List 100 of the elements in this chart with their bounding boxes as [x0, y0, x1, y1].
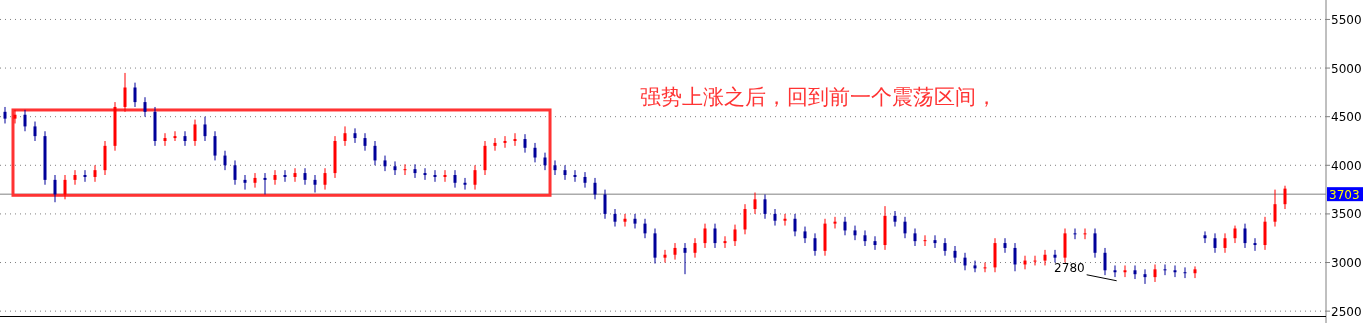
candlestick [893, 210, 897, 228]
candlestick [293, 167, 297, 183]
candlestick [383, 155, 387, 172]
candlestick [1043, 249, 1047, 266]
y-tick-label: 4500 [1331, 110, 1362, 125]
candlestick [963, 252, 967, 271]
candlestick [433, 169, 437, 183]
candlestick [863, 229, 867, 247]
candlestick [193, 119, 197, 147]
candlestick [633, 213, 637, 229]
candlestick [73, 169, 77, 186]
candlestick [933, 234, 937, 249]
annotation: 强势上涨之后，回到前一个震荡区间， [640, 85, 997, 109]
candlestick [1083, 227, 1087, 240]
candlestick [393, 160, 397, 176]
candlestick [533, 142, 537, 163]
candlestick [133, 82, 137, 108]
candlestick [703, 223, 707, 249]
candlestick [593, 177, 597, 200]
candlestick [283, 169, 287, 183]
candlestick [943, 237, 947, 257]
candlestick [413, 163, 417, 179]
y-tick-label: 2500 [1331, 304, 1362, 319]
candlestick [323, 167, 327, 191]
candlestick [1253, 237, 1257, 252]
candlestick [553, 159, 557, 176]
candlestick [1223, 232, 1227, 254]
candlestick [423, 167, 427, 181]
candlestick [903, 216, 907, 239]
candlestick [373, 140, 377, 166]
candlestick [843, 216, 847, 236]
candlestick [573, 169, 577, 183]
candlestick [683, 242, 687, 275]
candlestick [1193, 265, 1197, 279]
candlestick [923, 234, 927, 247]
candlestick [673, 242, 677, 261]
candlestick [3, 106, 7, 124]
candlestick [543, 152, 547, 171]
candlestick [613, 208, 617, 228]
candlestick [1153, 263, 1157, 283]
candlestick [23, 109, 27, 132]
candlestick [513, 132, 517, 147]
candlestick [813, 232, 817, 257]
candlestick [63, 174, 67, 200]
candlestick [83, 169, 87, 183]
candlestick [353, 127, 357, 144]
candlestick [53, 174, 57, 203]
candlestick [123, 72, 127, 113]
candlestick [1213, 232, 1217, 254]
candlestick [693, 237, 697, 259]
candlestick [1283, 185, 1287, 210]
candlestick [973, 260, 977, 273]
candlestick [1173, 264, 1177, 278]
candlestick [1033, 255, 1037, 266]
candlestick [783, 213, 787, 227]
candlestick [13, 109, 17, 124]
candlestick [343, 125, 347, 147]
candlestick [583, 171, 587, 189]
candlestick [1143, 268, 1147, 285]
candlestick [143, 96, 147, 118]
candlestick [1093, 227, 1097, 259]
candlestick [1183, 266, 1187, 279]
candlestick [1003, 237, 1007, 254]
candlestick [563, 164, 567, 181]
candlestick [743, 203, 747, 235]
candlestick [1203, 230, 1207, 244]
candlestick [873, 235, 877, 251]
candlestick [243, 174, 247, 191]
candlestick [983, 262, 987, 273]
candlestick [1073, 227, 1077, 240]
candlestick [833, 216, 837, 229]
candlestick [603, 189, 607, 220]
candlestick [273, 169, 277, 186]
candlestick [453, 169, 457, 189]
candlestick [663, 249, 667, 264]
candlestick [183, 130, 187, 147]
candlestick [463, 177, 467, 191]
candlestick [763, 193, 767, 220]
candlestick [1243, 223, 1247, 249]
y-tick-label: 4000 [1331, 158, 1362, 173]
candlestick [1103, 247, 1107, 276]
candlestick [753, 192, 757, 215]
candlestick [1053, 249, 1057, 264]
candlestick [853, 225, 857, 241]
y-tick-label: 5000 [1331, 61, 1362, 76]
candlestick [163, 132, 167, 147]
candlestick [263, 172, 267, 195]
candlestick [643, 218, 647, 239]
candlestick [733, 224, 737, 247]
candlestick [173, 130, 177, 142]
candlestick [473, 164, 477, 191]
candlestick [953, 245, 957, 264]
candlestick [1123, 264, 1127, 278]
candlestick [203, 116, 207, 142]
candlestick [213, 130, 217, 161]
candlestick [313, 174, 317, 194]
candlestick [363, 132, 367, 152]
y-tick-label: 5500 [1331, 12, 1362, 27]
candlestick [773, 208, 777, 227]
candlestick [623, 213, 627, 228]
